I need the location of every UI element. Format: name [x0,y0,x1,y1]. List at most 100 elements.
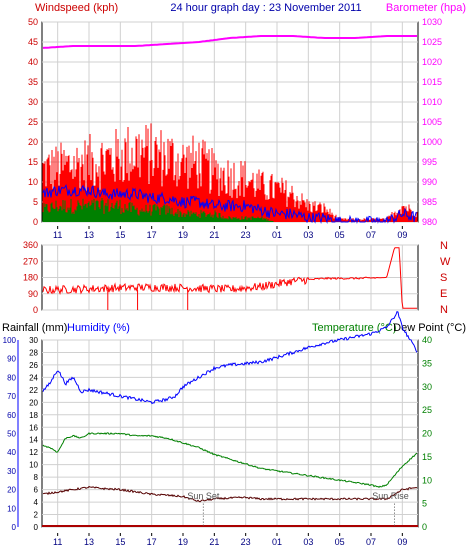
barometer-y-tick: 985 [422,197,437,207]
windspeed-y-tick: 15 [28,157,38,167]
compass-label: N [440,240,448,252]
humidity-y-tick: 8 [34,473,39,482]
barometer-y-tick: 995 [422,157,437,167]
barometer-axis-title: Barometer (hpa) [386,2,466,14]
compass-label: N [440,304,448,316]
temperature-y-tick: 10 [422,475,432,485]
humidity-y-tick: 4 [34,498,39,507]
temperature-line [42,432,418,488]
wind-barometer-panel: 0510152025303540455098098599099510001005… [28,17,442,240]
rainfall-y-tick: 50 [7,430,16,439]
bot-x-tick: 13 [84,537,94,547]
humidity-y-tick: 18 [29,411,38,420]
sunrise-label: Sun Rise [372,491,409,501]
rainfall-y-tick: 90 [7,355,16,364]
top-x-tick: 01 [272,230,282,240]
humidity-y-tick: 14 [29,436,38,445]
top-x-tick: 09 [397,230,407,240]
windspeed-y-tick: 20 [28,137,38,147]
humidity-y-tick: 22 [29,386,38,395]
barometer-y-tick: 1020 [422,57,442,67]
windspeed-y-tick: 0 [33,217,38,227]
humidity-y-tick: 26 [29,361,38,370]
rainfall-y-tick: 30 [7,467,16,476]
temperature-axis-title: Temperature (°C) [312,322,396,334]
humidity-y-tick: 30 [29,336,38,345]
barometer-y-tick: 1030 [422,17,442,27]
rainfall-y-tick: 60 [7,411,16,420]
barometer-y-tick: 980 [422,217,437,227]
barometer-y-tick: 1000 [422,137,442,147]
wind-direction-line [42,247,417,309]
bot-x-tick: 09 [397,537,407,547]
barometer-line [42,35,417,49]
bot-x-tick: 17 [147,537,157,547]
rainfall-y-tick: 10 [7,504,16,513]
direction-y-tick: 180 [23,273,38,283]
top-x-tick: 03 [303,230,313,240]
humidity-line [42,310,418,405]
bot-x-tick: 15 [115,537,125,547]
rainfall-y-tick: 100 [3,336,17,345]
temperature-humidity-panel: 0102030405060708090100024681012141618202… [3,310,432,547]
rainfall-axis-title: Rainfall (mm) [2,322,67,334]
temperature-y-tick: 20 [422,429,432,439]
top-x-tick: 11 [53,230,62,240]
avg-wind-line [42,184,418,224]
top-x-tick: 07 [366,230,376,240]
bot-x-tick: 07 [366,537,376,547]
rainfall-y-tick: 70 [7,392,16,401]
rainfall-y-tick: 20 [7,486,16,495]
windspeed-y-tick: 50 [28,17,38,27]
bot-x-tick: 21 [209,537,219,547]
temperature-y-tick: 25 [422,405,432,415]
humidity-y-tick: 10 [29,461,38,470]
humidity-y-tick: 2 [34,511,39,520]
direction-y-tick: 0 [33,305,38,315]
bot-x-tick: 03 [303,537,313,547]
barometer-y-tick: 990 [422,177,437,187]
dewpoint-line [42,485,418,503]
temperature-y-tick: 15 [422,452,432,462]
top-x-tick: 13 [84,230,94,240]
humidity-y-tick: 16 [29,423,38,432]
barometer-y-tick: 1015 [422,77,442,87]
humidity-y-tick: 20 [29,398,38,407]
bot-x-tick: 05 [335,537,345,547]
humidity-y-tick: 24 [29,373,38,382]
direction-y-tick: 270 [23,256,38,266]
barometer-y-tick: 1005 [422,117,442,127]
rainfall-y-tick: 80 [7,373,16,382]
windspeed-y-tick: 30 [28,97,38,107]
windspeed-y-tick: 25 [28,117,38,127]
humidity-axis-title: Humidity (%) [67,322,130,334]
temperature-y-tick: 40 [422,335,432,345]
humidity-y-tick: 12 [29,448,38,457]
bot-x-tick: 19 [178,537,188,547]
direction-y-tick: 90 [28,289,38,299]
top-x-tick: 15 [115,230,125,240]
dewpoint-axis-title: Dew Point (°C) [393,322,466,334]
top-x-tick: 19 [178,230,188,240]
windspeed-axis-title: Windspeed (kph) [35,2,118,14]
temperature-y-tick: 5 [422,499,427,509]
humidity-y-tick: 0 [34,523,39,532]
chart-title: 24 hour graph day : 23 November 2011 [170,2,361,14]
rainfall-y-tick: 40 [7,448,16,457]
windspeed-y-tick: 35 [28,77,38,87]
top-x-tick: 05 [335,230,345,240]
sunset-label: Sun Set [187,491,220,501]
compass-label: S [440,272,447,284]
windspeed-y-tick: 45 [28,37,38,47]
windspeed-y-tick: 5 [33,197,38,207]
bot-x-tick: 11 [53,537,62,547]
top-x-tick: 17 [147,230,157,240]
direction-y-tick: 360 [23,240,38,250]
compass-label: E [440,288,447,300]
bot-x-tick: 23 [241,537,251,547]
windspeed-y-tick: 10 [28,177,38,187]
windspeed-y-tick: 40 [28,57,38,67]
temperature-y-tick: 30 [422,382,432,392]
